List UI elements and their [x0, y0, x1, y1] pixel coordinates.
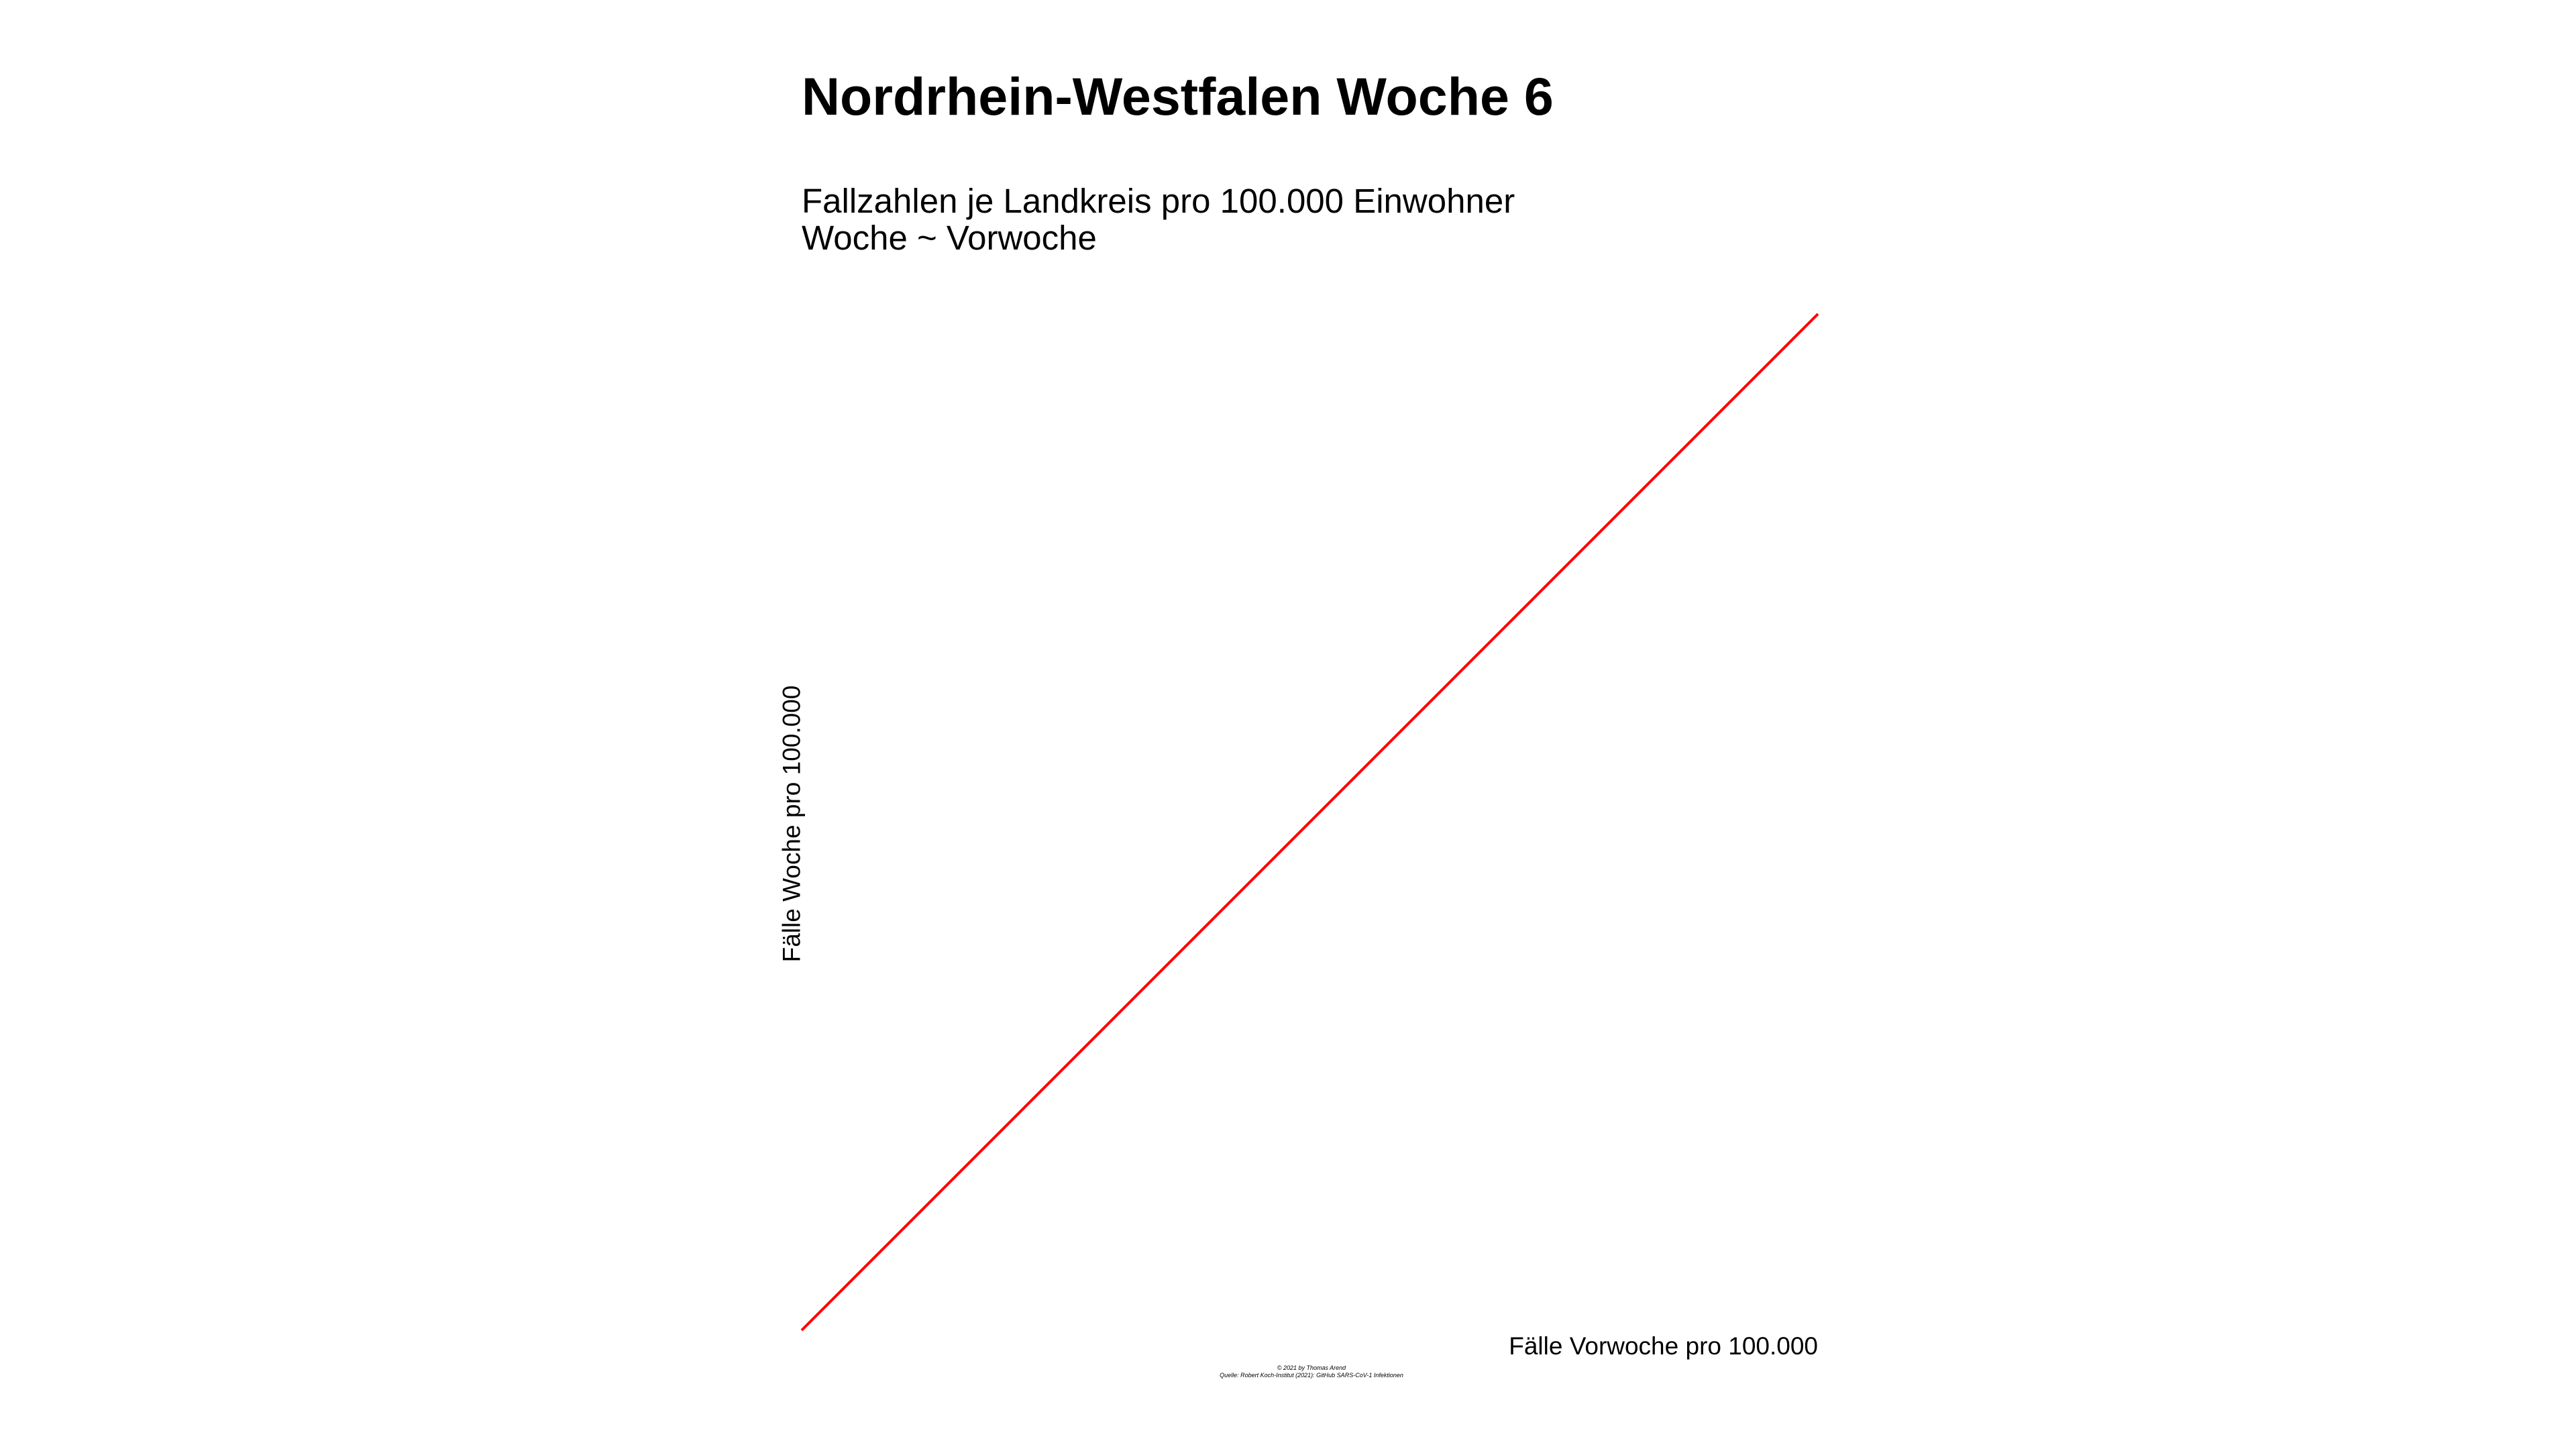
- subtitle-line-2: Woche ~ Vorwoche: [802, 219, 1097, 257]
- x-axis-label: Fälle Vorwoche pro 100.000: [1509, 1332, 1818, 1360]
- subtitle-line-1: Fallzahlen je Landkreis pro 100.000 Einw…: [802, 182, 1515, 220]
- source-text: Quelle: Robert Koch-Institut (2021): Git…: [1220, 1372, 1403, 1379]
- source-caption: © 2021 by Thomas Arend Quelle: Robert Ko…: [1220, 1364, 1403, 1379]
- y-axis-label: Fälle Woche pro 100.000: [777, 685, 806, 963]
- copyright-text: © 2021 by Thomas Arend: [1277, 1364, 1346, 1371]
- series-line-0: [800, 313, 1819, 1332]
- chart-title: Nordrhein-Westfalen Woche 6: [802, 66, 1554, 126]
- chart-subtitle: Fallzahlen je Landkreis pro 100.000 Einw…: [802, 182, 1515, 256]
